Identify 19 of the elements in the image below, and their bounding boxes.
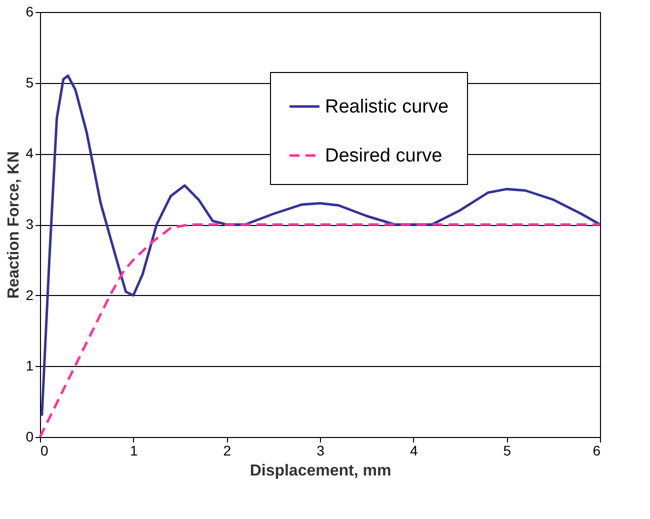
x-tick-label: 6	[592, 442, 601, 458]
y-tick-label: 1	[26, 358, 34, 374]
legend-label: Realistic curve	[325, 96, 449, 118]
x-tick-label: 3	[316, 442, 325, 458]
y-tick-label: 6	[26, 4, 34, 20]
legend-label: Desired curve	[325, 146, 442, 166]
y-tick-label: 2	[26, 286, 34, 303]
y-tick-label: 3	[26, 216, 34, 232]
x-axis-title: Displacement, mm	[250, 462, 392, 480]
x-tick-label: 1	[130, 442, 138, 458]
y-axis-title: Reaction Force, KN	[6, 151, 23, 299]
y-tick-label: 5	[26, 74, 34, 90]
y-tick-label: 4	[26, 145, 34, 162]
line-series	[38, 223, 602, 438]
x-tick-label: 4	[410, 442, 418, 458]
y-tick-label: 0	[26, 428, 34, 444]
x-tick-label: 2	[223, 442, 232, 458]
x-tick-label: 0	[40, 442, 48, 458]
x-tick-label: 5	[503, 442, 512, 458]
